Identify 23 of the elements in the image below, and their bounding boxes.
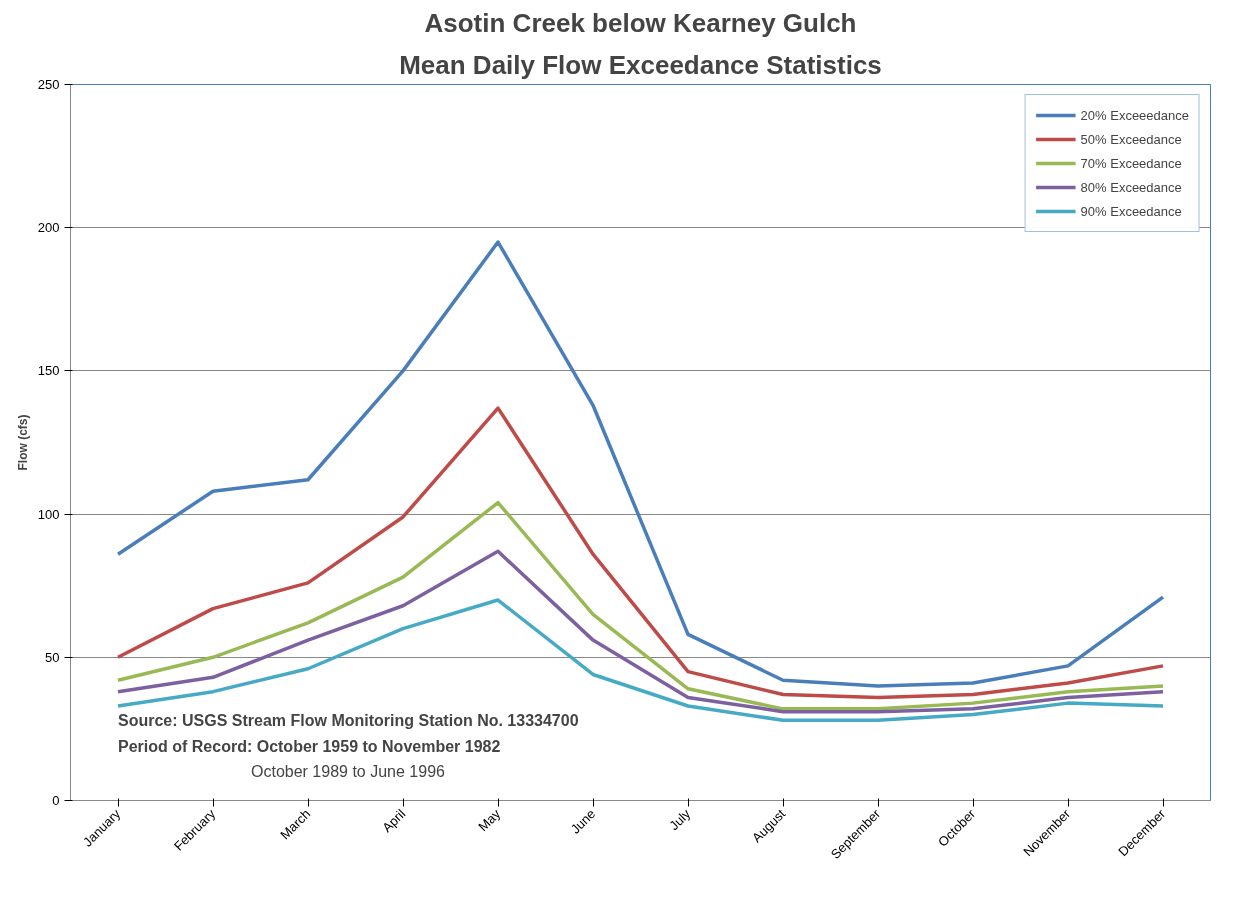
y-tick-label: 0 <box>52 793 60 808</box>
chart-subtitle: Mean Daily Flow Exceedance Statistics <box>399 49 882 80</box>
y-tick-label: 100 <box>37 506 60 522</box>
line-series <box>116 549 1165 714</box>
legend-label: 70% Exceedance <box>1080 155 1182 171</box>
y-tick-label: 150 <box>37 363 60 379</box>
annotation: October 1989 to June 1996 <box>251 763 446 781</box>
line-series <box>116 240 1165 688</box>
legend-label: 80% Exceedance <box>1080 179 1182 195</box>
x-tick-label: July <box>666 805 694 834</box>
annotation: Source: USGS Stream Flow Monitoring Station No. 13334700 <box>118 711 579 729</box>
y-tick-label: 50 <box>45 649 60 665</box>
chart-title: Asotin Creek below Kearney Gulch <box>424 7 857 38</box>
line-series <box>116 500 1165 711</box>
legend-label: 20% Exceeedance <box>1080 107 1189 123</box>
y-axis-title: Flow (cfs) <box>15 414 30 471</box>
line-series <box>116 406 1165 700</box>
y-tick-label: 250 <box>37 77 60 92</box>
x-tick-label: May <box>475 805 504 835</box>
annotation: Period of Record: October 1959 to November 1982 <box>118 737 501 755</box>
legend-label: 50% Exceedance <box>1080 131 1182 147</box>
y-tick-label: 200 <box>37 220 60 236</box>
legend-label: 90% Exceedance <box>1080 203 1182 219</box>
